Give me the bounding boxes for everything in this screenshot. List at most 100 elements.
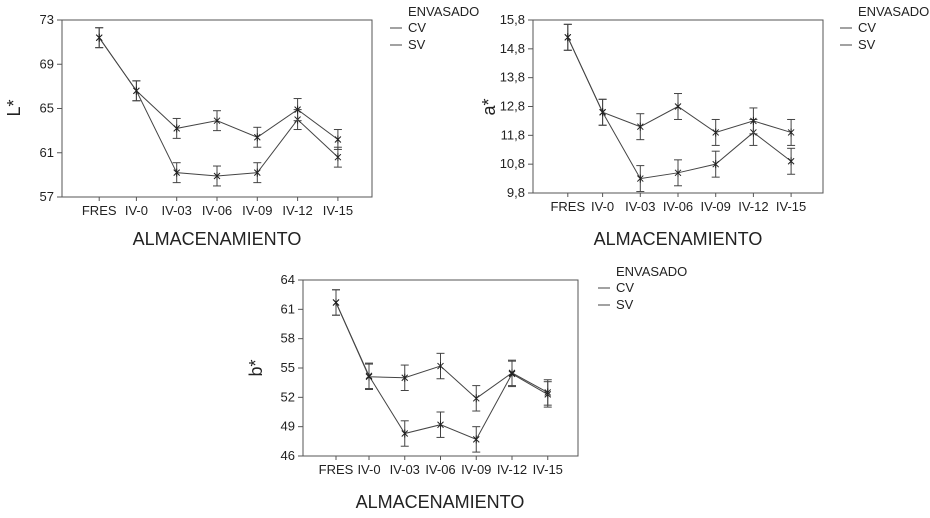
x-tick-label: IV-12 (738, 199, 768, 214)
data-point-marker (173, 124, 181, 133)
legend-label: CV (858, 20, 876, 35)
y-tick-label: 64 (281, 272, 295, 287)
legend-label: CV (616, 280, 634, 295)
y-tick-label: 13,8 (500, 70, 525, 85)
x-tick-label: IV-06 (202, 203, 232, 218)
x-tick-label: IV-09 (461, 462, 491, 477)
x-axis-title: ALMACENAMIENTO (133, 229, 302, 249)
data-point-marker (213, 171, 221, 180)
y-tick-label: 49 (281, 419, 295, 434)
x-axis-title: ALMACENAMIENTO (356, 492, 525, 512)
x-tick-label: IV-15 (323, 203, 353, 218)
x-tick-label: IV-06 (425, 462, 455, 477)
data-point-marker (95, 33, 103, 42)
data-point-marker (674, 168, 682, 177)
data-point-marker (750, 116, 757, 125)
y-tick-label: 14,8 (500, 41, 525, 56)
x-tick-label: IV-09 (242, 203, 272, 218)
y-tick-label: 61 (40, 145, 54, 160)
y-axis-title: b* (246, 359, 266, 376)
data-point-marker (334, 135, 342, 144)
x-tick-label: IV-03 (625, 199, 655, 214)
x-tick-label: FRES (550, 199, 585, 214)
legend-label: SV (616, 297, 634, 312)
x-tick-label: IV-12 (497, 462, 527, 477)
data-point-marker (253, 168, 261, 177)
x-tick-label: FRES (82, 203, 117, 218)
data-point-marker (636, 122, 644, 131)
data-point-marker (508, 368, 516, 377)
x-tick-label: IV-06 (663, 199, 693, 214)
data-point-marker (787, 157, 795, 166)
x-tick-label: IV-12 (282, 203, 312, 218)
data-point-marker (401, 429, 409, 438)
legend-label: SV (858, 37, 876, 52)
series-line (335, 302, 548, 399)
y-tick-label: 73 (40, 12, 54, 27)
data-point-marker (437, 362, 444, 371)
x-tick-label: IV-15 (776, 199, 806, 214)
data-point-marker (712, 160, 720, 169)
y-axis-title: a* (479, 98, 499, 115)
data-point-marker (133, 86, 140, 95)
data-point-marker (253, 133, 261, 142)
data-point-marker (712, 128, 720, 137)
series-sv (563, 23, 796, 146)
data-point-marker (599, 108, 606, 117)
data-point-marker (636, 174, 644, 183)
data-point-marker (334, 153, 342, 162)
data-point-marker (564, 33, 572, 42)
legend-title: ENVASADO (408, 4, 479, 19)
x-tick-label: FRES (319, 462, 354, 477)
y-tick-label: 69 (40, 56, 54, 71)
data-point-marker (332, 298, 340, 307)
legend-title: ENVASADO (616, 264, 687, 279)
data-point-marker (173, 168, 181, 177)
x-axis-title: ALMACENAMIENTO (594, 229, 763, 249)
data-point-marker (437, 420, 444, 429)
chart-1: 57 61 65 69 73 FRES IV-0 IV-03 IV-06 IV-09 IV-12 IV… (4, 4, 479, 249)
y-tick-label: 15,8 (500, 12, 525, 27)
x-tick-label: IV-0 (591, 199, 614, 214)
x-tick-label: IV-0 (125, 203, 148, 218)
legend-title: ENVASADO (858, 4, 929, 19)
data-point-marker (472, 435, 480, 444)
series-line (567, 37, 792, 133)
y-tick-label: 58 (281, 331, 295, 346)
data-point-marker (213, 116, 221, 125)
x-tick-label: IV-03 (162, 203, 192, 218)
series-cv (332, 289, 552, 453)
y-tick-label: 52 (281, 389, 295, 404)
series-line (335, 302, 548, 441)
y-tick-label: 61 (281, 301, 295, 316)
y-tick-label: 55 (281, 360, 295, 375)
data-point-marker (674, 102, 682, 111)
y-axis-title: L* (4, 99, 24, 116)
y-tick-label: 9,8 (507, 185, 525, 200)
data-point-marker (544, 388, 552, 397)
y-tick-label: 11,8 (501, 127, 525, 142)
y-tick-label: 46 (281, 448, 295, 463)
data-point-marker (294, 105, 301, 114)
data-point-marker (401, 373, 409, 382)
x-tick-label: IV-03 (390, 462, 420, 477)
y-tick-label: 10,8 (500, 156, 525, 171)
data-point-marker (787, 128, 795, 137)
x-tick-label: IV-09 (701, 199, 731, 214)
x-tick-label: IV-0 (357, 462, 380, 477)
series-cv (95, 27, 342, 187)
legend-label: SV (408, 37, 426, 52)
data-point-marker (365, 372, 373, 381)
chart-3: 46 49 52 55 58 61 64 FRES IV-0 IV-03 IV-06 IV-09 IV-… (246, 264, 687, 512)
series-sv (95, 27, 342, 150)
x-tick-label: IV-15 (533, 462, 563, 477)
data-point-marker (472, 394, 480, 403)
y-tick-label: 57 (40, 189, 54, 204)
series-sv (332, 289, 552, 412)
y-tick-label: 12,8 (500, 99, 525, 114)
chart-2: 9,8 10,8 11,8 12,8 13,8 14,8 15,8 FRES IV-0 IV-03… (479, 4, 929, 249)
